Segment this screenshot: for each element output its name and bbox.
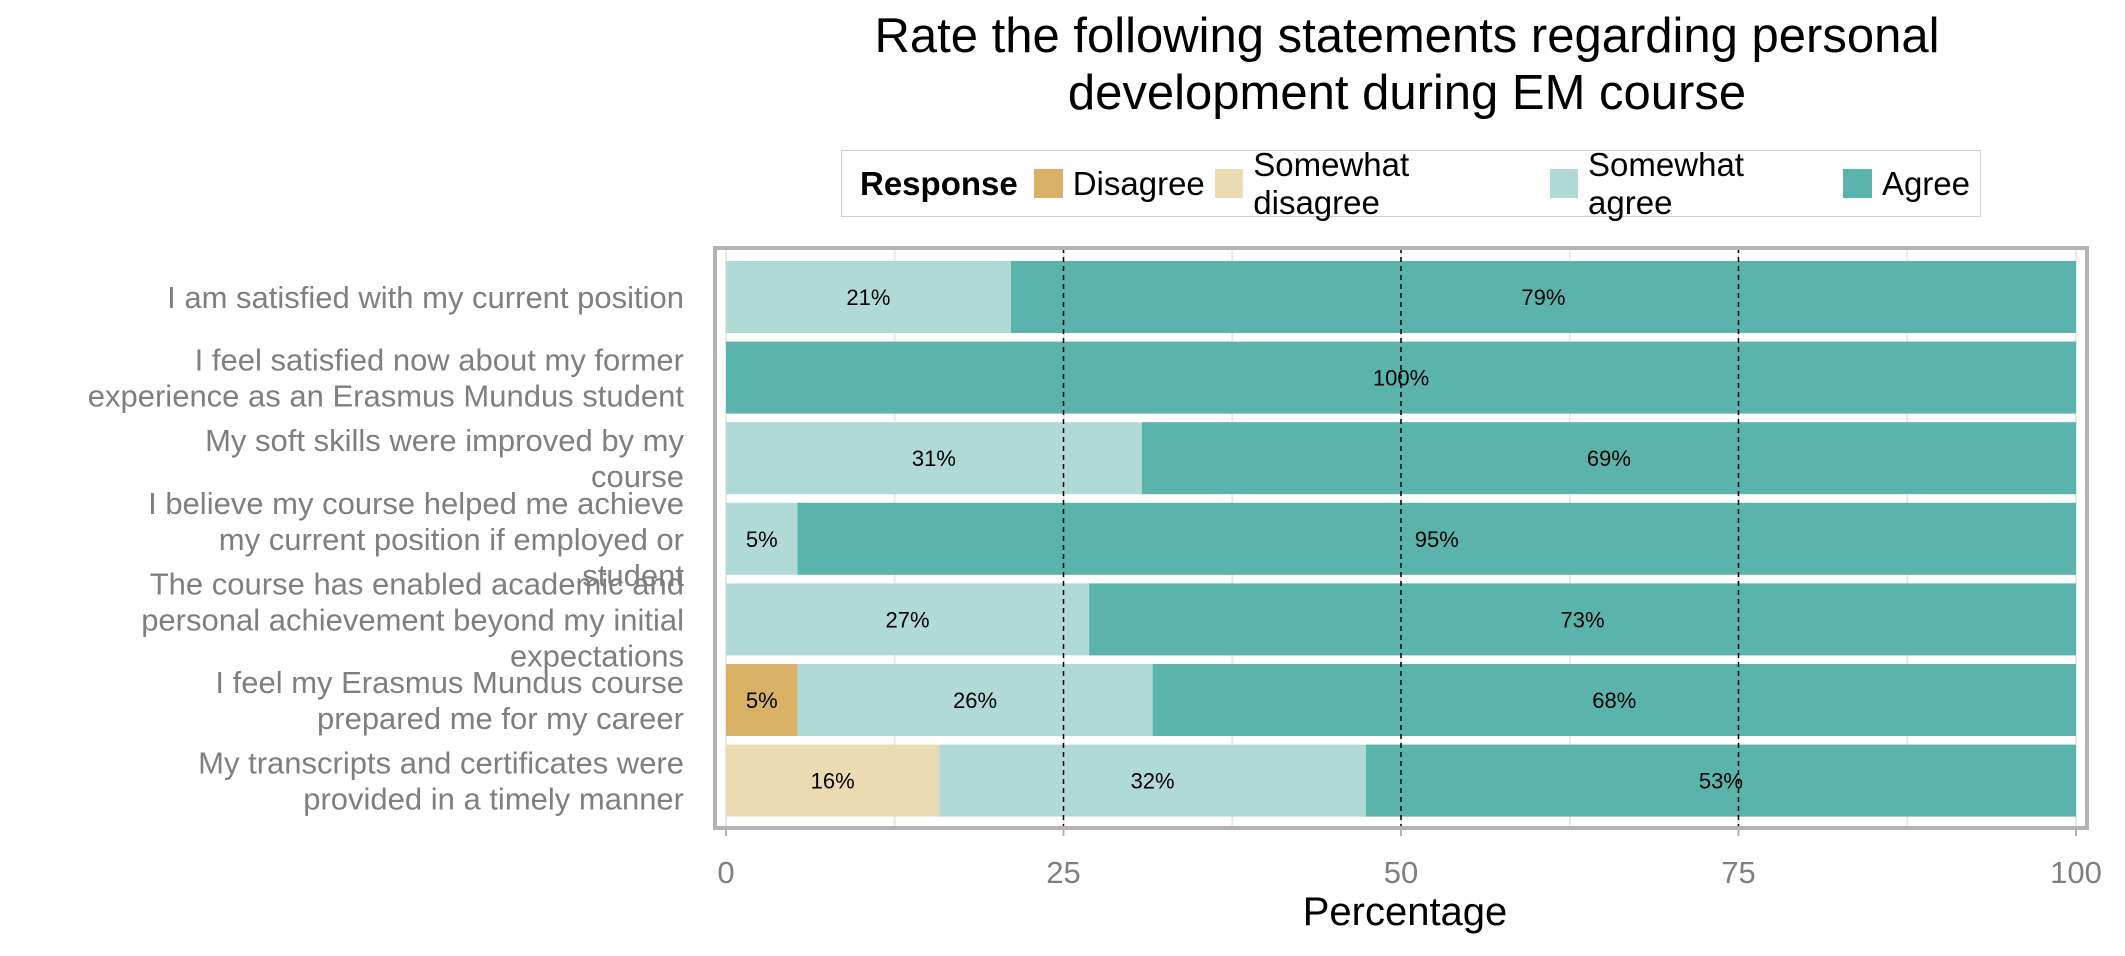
x-tick-label-50: 50 <box>1384 855 1418 890</box>
bar-agree-6 <box>1152 664 2076 736</box>
y-category-label-3: My soft skills were improved by my course <box>205 423 684 494</box>
data-label-agree-1: 79% <box>1521 285 1565 310</box>
bar-somewhat-agree-1 <box>726 261 1011 333</box>
y-category-label-2: I feel satisfied now about my former expe… <box>88 343 685 414</box>
data-label-agree-3: 69% <box>1587 446 1631 471</box>
data-label-agree-6: 68% <box>1592 688 1636 713</box>
legend-swatch-disagree <box>1033 169 1063 198</box>
x-tick-label-75: 75 <box>1721 855 1755 890</box>
y-category-label-7: My transcripts and certificates were prov… <box>198 746 684 817</box>
x-tick-label-0: 0 <box>717 855 734 890</box>
data-label-disagree-6: 5% <box>746 688 778 713</box>
data-label-somewhat-agree-3: 31% <box>912 446 956 471</box>
data-label-agree-5: 73% <box>1561 607 1605 632</box>
bar-agree-3 <box>1141 422 2076 495</box>
y-category-label-1: I am satisfied with my current position <box>167 280 684 315</box>
legend-label-somewhat-disagree: Somewhat disagree <box>1253 145 1410 221</box>
legend-label-somewhat-agree: Somewhat agree <box>1588 145 1744 221</box>
data-label-somewhat-agree-4: 5% <box>746 527 778 552</box>
x-tick-label-100: 100 <box>2050 855 2102 890</box>
data-label-somewhat-agree-6: 26% <box>953 688 997 713</box>
bar-agree-7 <box>1365 744 2076 817</box>
legend-label-disagree: Disagree <box>1072 164 1205 202</box>
data-label-somewhat-disagree-7: 16% <box>811 769 855 794</box>
y-category-label-6: I feel my Erasmus Mundus course prepared … <box>215 665 684 736</box>
bar-agree-4 <box>797 502 2076 575</box>
data-label-agree-2: 100% <box>1373 366 1429 391</box>
data-label-agree-7: 53% <box>1699 769 1743 794</box>
legend-title: Response <box>860 164 1018 202</box>
chart-title: Rate the following statements regarding … <box>874 9 1940 120</box>
bar-somewhat-agree-7 <box>939 744 1366 817</box>
data-label-somewhat-agree-5: 27% <box>886 607 930 632</box>
bar-somewhat-disagree-7 <box>726 744 940 817</box>
bar-somewhat-agree-4 <box>726 502 798 575</box>
bar-agree-5 <box>1089 583 2076 656</box>
legend-swatch-somewhat-disagree <box>1214 169 1244 198</box>
legend-swatch-agree <box>1842 169 1872 198</box>
legend-item-disagree: Disagree <box>1033 164 1205 203</box>
data-label-agree-4: 95% <box>1415 527 1459 552</box>
x-axis-label: Percentage <box>1302 890 1508 934</box>
legend-item-somewhat-agree: Somewhat agree <box>1549 145 1833 222</box>
y-category-label-4: I believe my course helped me achieve my … <box>148 486 684 593</box>
legend: Response Disagree Somewhat disagree Some… <box>841 146 1981 221</box>
bar-agree-1 <box>1010 261 2076 333</box>
y-category-label-5: The course has enabled academic and perso… <box>141 566 684 673</box>
bar-disagree-6 <box>726 664 798 736</box>
legend-item-somewhat-disagree: Somewhat disagree <box>1214 145 1540 222</box>
legend-label-agree: Agree <box>1881 164 1970 202</box>
data-label-somewhat-agree-1: 21% <box>846 285 890 310</box>
bar-somewhat-agree-5 <box>726 583 1090 656</box>
bar-somewhat-agree-3 <box>726 422 1142 495</box>
x-tick-label-25: 25 <box>1046 855 1080 890</box>
bar-somewhat-agree-6 <box>797 664 1153 736</box>
data-label-somewhat-agree-7: 32% <box>1131 769 1175 794</box>
legend-item-agree: Agree <box>1842 164 1970 203</box>
legend-swatch-somewhat-agree <box>1549 169 1579 198</box>
